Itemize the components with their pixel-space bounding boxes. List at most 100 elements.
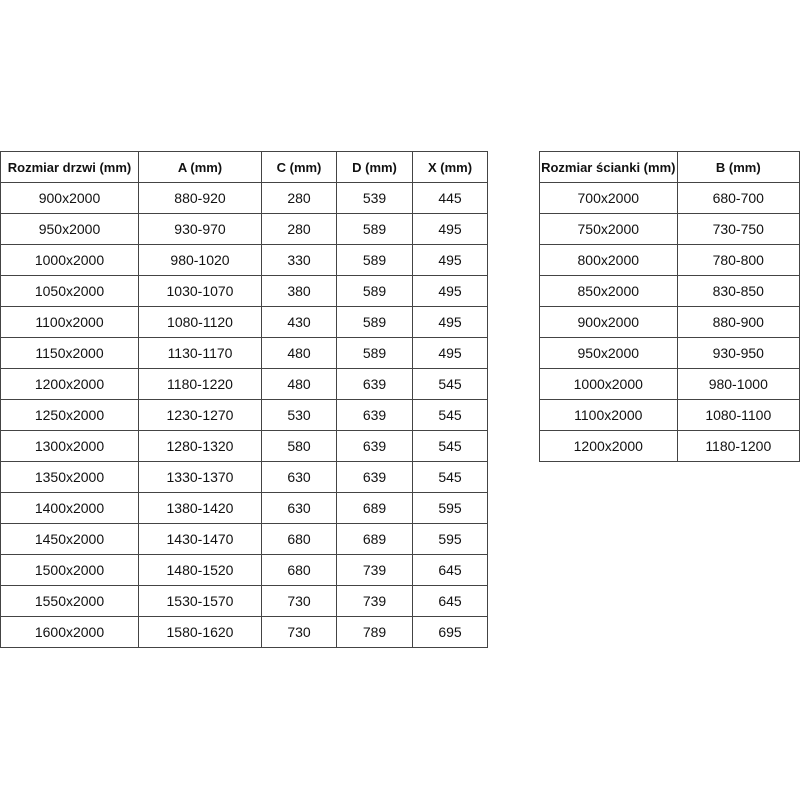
table-header-row: Rozmiar ścianki (mm) B (mm) (539, 151, 800, 183)
table-cell: 495 (412, 275, 488, 307)
table-cell: 789 (336, 616, 413, 648)
table-cell: 545 (412, 368, 488, 400)
table-cell: 980-1020 (138, 244, 262, 276)
table-cell: 1230-1270 (138, 399, 262, 431)
table-cell: 950x2000 (539, 337, 678, 369)
column-header: A (mm) (138, 151, 262, 183)
column-header: X (mm) (412, 151, 488, 183)
table-cell: 545 (412, 430, 488, 462)
table-cell: 1280-1320 (138, 430, 262, 462)
table-row: 800x2000 780-800 (539, 244, 800, 276)
table-cell: 780-800 (676, 244, 800, 276)
table-header-row: Rozmiar drzwi (mm) A (mm) C (mm) D (mm) X (m… (0, 151, 488, 183)
table-cell: 880-900 (676, 306, 800, 338)
table-cell: 689 (336, 523, 413, 555)
table-cell: 639 (336, 399, 413, 431)
table-cell: 1180-1220 (138, 368, 262, 400)
table-row: 1250x2000 1230-1270 530 639 545 (0, 399, 488, 431)
table-cell: 1300x2000 (0, 430, 139, 462)
table-cell: 589 (336, 337, 413, 369)
table-cell: 1000x2000 (0, 244, 139, 276)
table-row: 900x2000 880-900 (539, 306, 800, 338)
table-cell: 730-750 (676, 213, 800, 245)
table-cell: 1530-1570 (138, 585, 262, 617)
table-cell: 689 (336, 492, 413, 524)
table-row: 1450x2000 1430-1470 680 689 595 (0, 523, 488, 555)
table-cell: 589 (336, 306, 413, 338)
table-cell: 730 (261, 585, 337, 617)
column-header: D (mm) (336, 151, 413, 183)
table-cell: 1450x2000 (0, 523, 139, 555)
table-cell: 589 (336, 275, 413, 307)
table-cell: 739 (336, 554, 413, 586)
table-cell: 539 (336, 182, 413, 214)
table-cell: 1330-1370 (138, 461, 262, 493)
table-cell: 1500x2000 (0, 554, 139, 586)
table-cell: 680 (261, 523, 337, 555)
table-cell: 595 (412, 492, 488, 524)
table-cell: 380 (261, 275, 337, 307)
table-row: 1100x2000 1080-1100 (539, 399, 800, 431)
column-header: Rozmiar ścianki (mm) (539, 151, 678, 183)
table-cell: 480 (261, 368, 337, 400)
table-cell: 680-700 (676, 182, 800, 214)
table-cell: 850x2000 (539, 275, 678, 307)
table-row: 1000x2000 980-1020 330 589 495 (0, 244, 488, 276)
table-cell: 1250x2000 (0, 399, 139, 431)
table-cell: 639 (336, 368, 413, 400)
table-cell: 530 (261, 399, 337, 431)
table-cell: 589 (336, 244, 413, 276)
table-row: 1550x2000 1530-1570 730 739 645 (0, 585, 488, 617)
table-cell: 900x2000 (539, 306, 678, 338)
table-cell: 1550x2000 (0, 585, 139, 617)
table-cell: 700x2000 (539, 182, 678, 214)
table-cell: 645 (412, 554, 488, 586)
table-cell: 1080-1100 (676, 399, 800, 431)
table-cell: 1200x2000 (0, 368, 139, 400)
column-header: C (mm) (261, 151, 337, 183)
table-cell: 589 (336, 213, 413, 245)
table-cell: 495 (412, 306, 488, 338)
table-row: 1200x2000 1180-1220 480 639 545 (0, 368, 488, 400)
table-row: 750x2000 730-750 (539, 213, 800, 245)
table-cell: 680 (261, 554, 337, 586)
wall-size-table: Rozmiar ścianki (mm) B (mm) 700x2000 680-7… (539, 151, 800, 462)
table-row: 950x2000 930-950 (539, 337, 800, 369)
table-row: 1500x2000 1480-1520 680 739 645 (0, 554, 488, 586)
table-cell: 730 (261, 616, 337, 648)
table-row: 1600x2000 1580-1620 730 789 695 (0, 616, 488, 648)
table-cell: 1100x2000 (539, 399, 678, 431)
column-header: B (mm) (676, 151, 800, 183)
table-row: 1100x2000 1080-1120 430 589 495 (0, 306, 488, 338)
table-cell: 1100x2000 (0, 306, 139, 338)
table-cell: 580 (261, 430, 337, 462)
table-row: 900x2000 880-920 280 539 445 (0, 182, 488, 214)
table-cell: 1180-1200 (676, 430, 800, 462)
table-cell: 1000x2000 (539, 368, 678, 400)
table-cell: 639 (336, 430, 413, 462)
table-cell: 930-970 (138, 213, 262, 245)
door-size-table: Rozmiar drzwi (mm) A (mm) C (mm) D (mm) X (m… (0, 151, 488, 648)
table-cell: 480 (261, 337, 337, 369)
table-cell: 430 (261, 306, 337, 338)
table-row: 1150x2000 1130-1170 480 589 495 (0, 337, 488, 369)
table-cell: 750x2000 (539, 213, 678, 245)
table-cell: 1150x2000 (0, 337, 139, 369)
table-cell: 1030-1070 (138, 275, 262, 307)
table-cell: 1050x2000 (0, 275, 139, 307)
table-cell: 445 (412, 182, 488, 214)
table-cell: 495 (412, 213, 488, 245)
table-cell: 330 (261, 244, 337, 276)
table-cell: 1080-1120 (138, 306, 262, 338)
table-row: 1000x2000 980-1000 (539, 368, 800, 400)
table-cell: 545 (412, 461, 488, 493)
table-cell: 495 (412, 244, 488, 276)
table-cell: 1130-1170 (138, 337, 262, 369)
table-cell: 930-950 (676, 337, 800, 369)
table-row: 850x2000 830-850 (539, 275, 800, 307)
table-row: 1050x2000 1030-1070 380 589 495 (0, 275, 488, 307)
table-cell: 1480-1520 (138, 554, 262, 586)
table-cell: 630 (261, 492, 337, 524)
table-row: 1400x2000 1380-1420 630 689 595 (0, 492, 488, 524)
table-cell: 900x2000 (0, 182, 139, 214)
